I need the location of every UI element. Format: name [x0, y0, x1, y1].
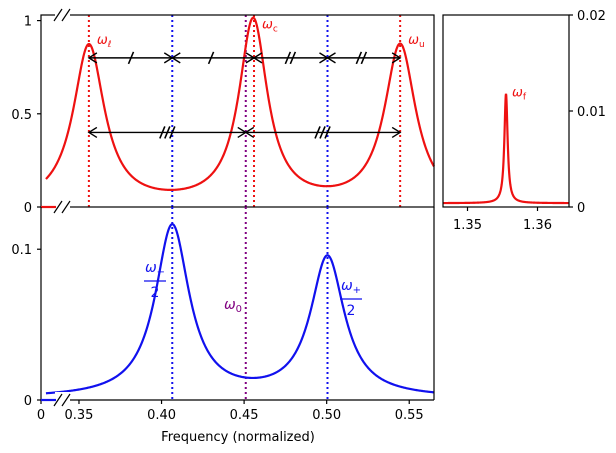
- upper-tickmark-3-stroke-0: [355, 51, 363, 65]
- peak-label-0: ωℓ: [97, 33, 112, 50]
- bottom-break-mark-2: [61, 393, 71, 407]
- upper-tickmark-1-stroke-0: [207, 51, 215, 65]
- inset-ytick-label-1: 0.01: [577, 105, 606, 120]
- top-break-mask: [55, 7, 70, 23]
- peak-label-sub-2: u: [419, 40, 425, 50]
- peak-label-sub-1: c: [273, 24, 278, 34]
- mid-break-mark-2: [61, 200, 71, 214]
- top-break-mark-1: [53, 8, 63, 22]
- bottom-xtick-label-2: 0.40: [147, 408, 176, 423]
- upper-tickmark-3-stroke-1: [360, 51, 368, 65]
- omega-plus-label-sub: +: [353, 285, 361, 296]
- top-ytick-label-0: 0: [24, 201, 32, 216]
- inset-ytick-label-2: 0.02: [577, 9, 606, 24]
- bottom-xtick-label-3: 0.45: [230, 408, 259, 423]
- upper-tickmark-0-stroke-0: [127, 51, 135, 65]
- lower-tickmark-1-stroke-0: [314, 126, 321, 139]
- bottom-blue-curve: [45, 223, 435, 395]
- peak-label-2: ωu: [408, 33, 425, 50]
- mid-break-mark-1: [53, 200, 63, 214]
- inset-red-curve: [443, 93, 569, 205]
- inset-xtick-label-0: 1.35: [453, 218, 482, 233]
- upper-arrow-head-left-1: [170, 52, 181, 64]
- lower-tickmark-0-stroke-0: [159, 126, 166, 139]
- top-break-mark-2: [61, 8, 71, 22]
- mid-break-mask: [55, 199, 70, 215]
- upper-arrow-head-left-3: [326, 52, 336, 64]
- omega-minus-label-sub: −: [157, 267, 165, 278]
- omega0-label: ω0: [224, 297, 242, 315]
- omega0-label-sub: 0: [236, 304, 242, 315]
- top-red-curve: [45, 16, 435, 192]
- peak-label-sub-0: ℓ: [107, 40, 112, 50]
- lower-arrow-head-right-1: [391, 126, 402, 139]
- top-left-panel: ωℓ ωc ωu 0 0.5 1: [11, 7, 435, 216]
- bottom-xtick-label-4: 0.50: [312, 408, 341, 423]
- x-axis-label: Frequency (normalized): [161, 430, 315, 445]
- lower-tickmark-1-stroke-1: [319, 126, 326, 139]
- lower-tickmark-0-stroke-2: [169, 126, 176, 139]
- omega-minus-label-den: 2: [151, 285, 160, 301]
- top-frame: [40, 14, 435, 208]
- lower-tickmark-0-stroke-1: [164, 126, 171, 139]
- upper-tickmark-2-stroke-0: [284, 51, 292, 65]
- bottom-ytick-label-0: 0: [24, 394, 32, 409]
- omega-plus-label-num: ω+: [341, 278, 361, 296]
- omega-plus-label-den: 2: [347, 303, 356, 319]
- top-right-inset: ωf 1.35 1.36 0 0.01 0.02: [442, 9, 606, 233]
- inset-ytick-label-0: 0: [577, 201, 585, 216]
- inset-xtick-label-1: 1.36: [523, 218, 552, 233]
- upper-arrow-head-left-0: [87, 52, 98, 64]
- bottom-xtick-label-1: 0.35: [65, 408, 94, 423]
- upper-arrow-head-right-3: [391, 52, 402, 64]
- inset-peak-label-sub: f: [523, 93, 527, 103]
- upper-tickmark-2-stroke-1: [289, 51, 297, 65]
- bottom-break-mark-1: [53, 393, 63, 407]
- lower-arrow-head-left-1: [244, 126, 255, 139]
- top-ytick-label-1: 0.5: [11, 108, 32, 123]
- peak-label-1: ωc: [262, 17, 278, 34]
- top-ytick-label-2: 1: [24, 15, 32, 30]
- bottom-break-mask: [55, 392, 70, 408]
- bottom-xtick-label-0: 0: [37, 408, 45, 423]
- bottom-xtick-label-5: 0.55: [395, 408, 424, 423]
- lower-tickmark-1-stroke-2: [324, 126, 331, 139]
- lower-arrow-head-left-0: [87, 126, 98, 139]
- upper-arrow-head-left-2: [252, 52, 263, 64]
- inset-peak-label: ωf: [512, 86, 527, 103]
- bottom-ytick-label-1: 0.1: [11, 243, 32, 258]
